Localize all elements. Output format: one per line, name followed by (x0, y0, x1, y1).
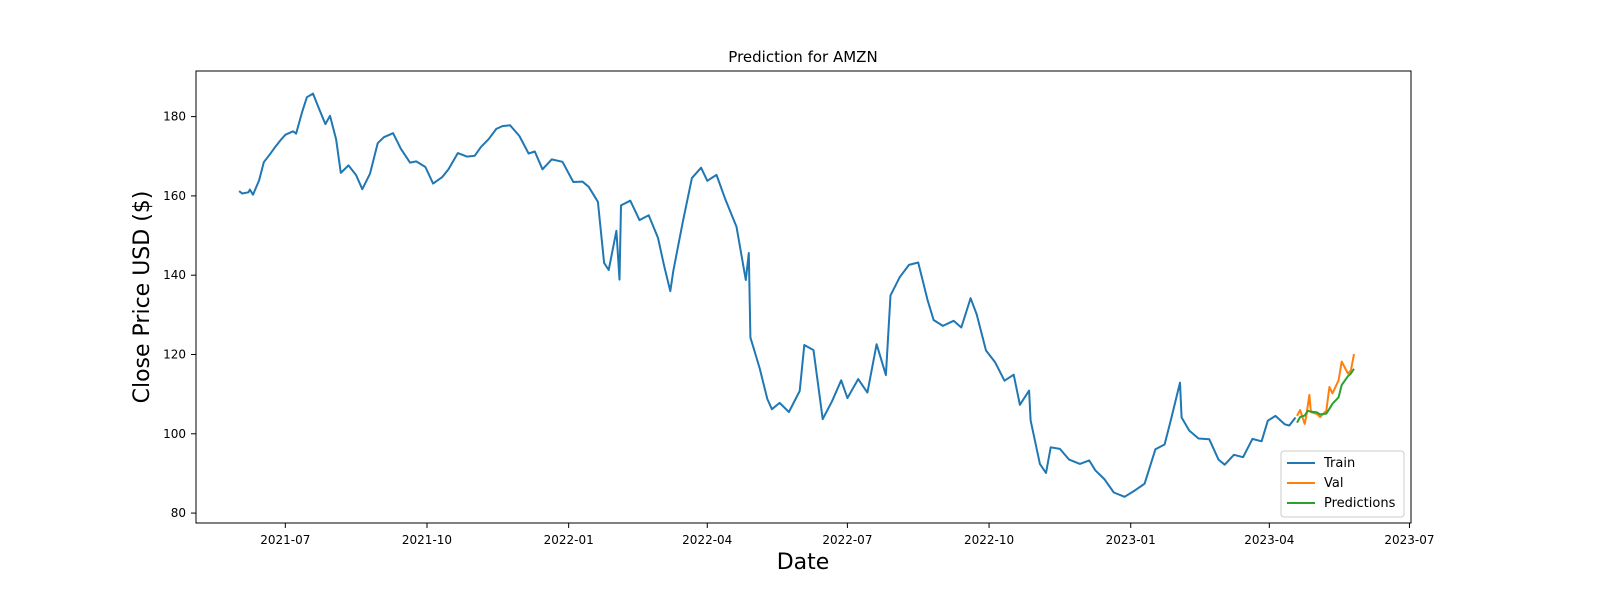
y-tick-label: 80 (171, 506, 186, 520)
y-tick-label: 120 (163, 347, 186, 361)
x-tick-label: 2022-04 (682, 533, 732, 547)
legend-label-val: Val (1324, 476, 1343, 491)
legend-label-train: Train (1323, 456, 1355, 471)
x-axis-title: Date (777, 550, 830, 575)
legend: Train Val Predictions (1280, 450, 1405, 518)
y-tick-label: 140 (163, 268, 186, 282)
series-line-predictions (1296, 368, 1355, 424)
legend-label-predictions: Predictions (1324, 496, 1396, 511)
plot-area-frame (195, 70, 1412, 524)
x-tick-label: 2022-01 (544, 533, 594, 547)
x-axis: 2021-07 2021-10 2022-01 2022-04 2022-07 2022-… (260, 523, 1435, 547)
legend-box (1280, 450, 1405, 518)
series-layer (238, 92, 1355, 498)
series-line-train (238, 92, 1297, 498)
x-tick-label: 2023-04 (1244, 533, 1294, 547)
x-tick-label: 2022-07 (822, 533, 872, 547)
x-tick-label: 2022-10 (964, 533, 1014, 547)
x-tick-label: 2021-07 (260, 533, 310, 547)
y-axis: 80 100 120 140 160 180 (163, 110, 196, 520)
y-tick-label: 180 (163, 110, 186, 124)
x-tick-label: 2023-01 (1106, 533, 1156, 547)
chart-title: Prediction for AMZN (728, 48, 877, 66)
x-tick-label: 2023-07 (1384, 533, 1434, 547)
x-tick-label: 2021-10 (402, 533, 452, 547)
y-tick-label: 160 (163, 189, 186, 203)
y-tick-label: 100 (163, 427, 186, 441)
y-axis-title: Close Price USD ($) (130, 191, 155, 404)
